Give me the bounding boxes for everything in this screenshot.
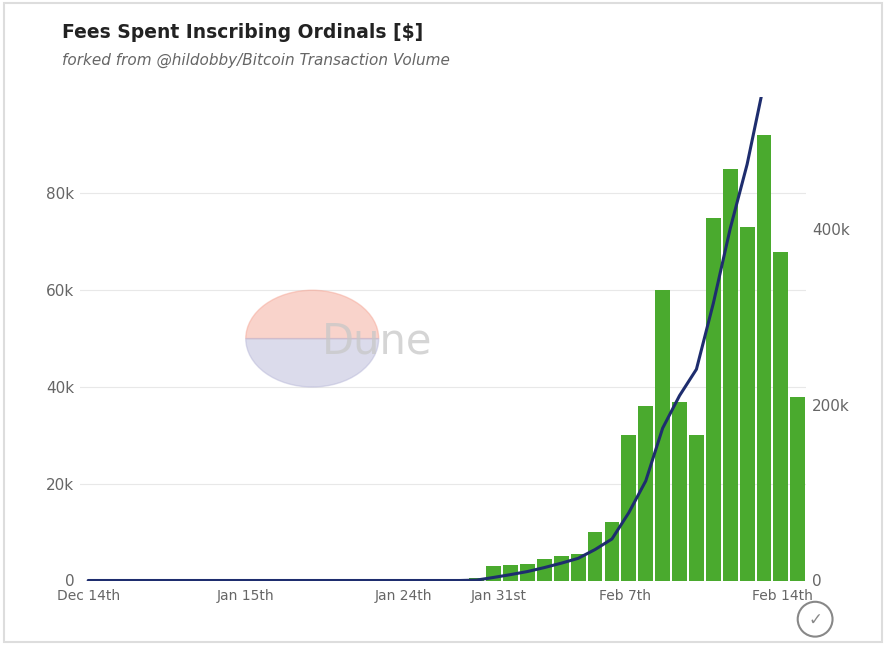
Bar <box>790 397 805 580</box>
Bar <box>571 554 586 580</box>
Bar <box>520 564 535 580</box>
Bar <box>621 435 636 580</box>
Bar <box>757 135 772 580</box>
Bar <box>554 556 569 580</box>
Bar <box>672 401 687 580</box>
Bar <box>587 532 602 580</box>
Text: Dune: Dune <box>323 321 432 363</box>
Bar <box>503 565 518 580</box>
Bar <box>604 522 619 580</box>
Bar <box>740 227 755 580</box>
Bar <box>486 566 501 580</box>
Bar <box>773 252 789 580</box>
Bar <box>470 578 485 580</box>
Bar <box>723 169 738 580</box>
Text: Fees Spent Inscribing Ordinals [$]: Fees Spent Inscribing Ordinals [$] <box>62 23 424 41</box>
Bar <box>638 406 653 580</box>
Bar <box>537 559 552 581</box>
Text: ✓: ✓ <box>808 611 822 629</box>
Text: forked from @hildobby/Bitcoin Transaction Volume: forked from @hildobby/Bitcoin Transactio… <box>62 53 450 68</box>
Bar <box>656 290 670 580</box>
Bar <box>689 435 703 580</box>
Bar <box>706 217 721 580</box>
